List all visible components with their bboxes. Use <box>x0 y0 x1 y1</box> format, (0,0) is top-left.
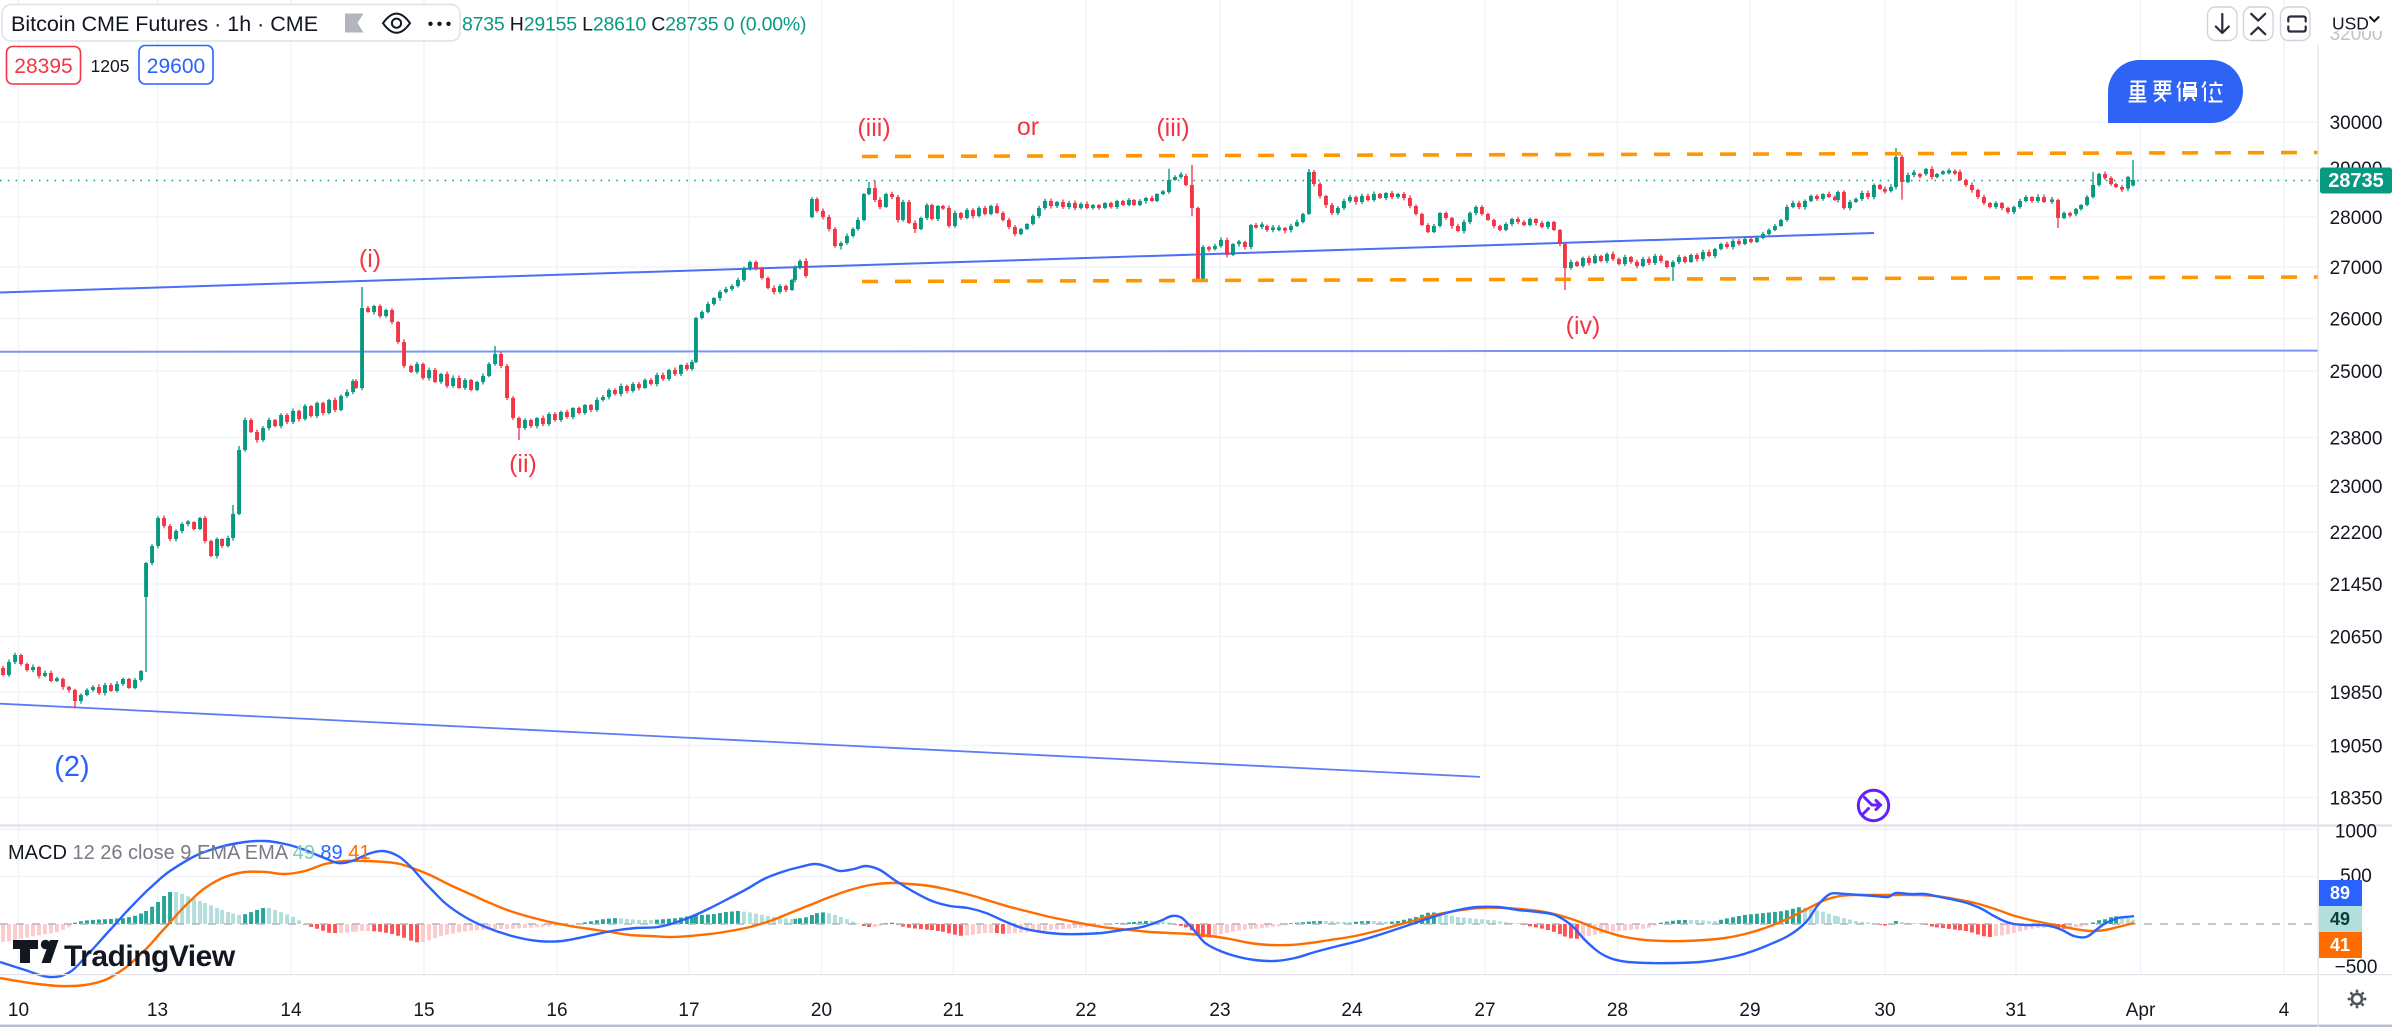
svg-text:or: or <box>1017 113 1039 141</box>
svg-text:MACD 12 26 close 9 EMA EMA 49: MACD 12 26 close 9 EMA EMA 49 89 41 <box>8 842 370 864</box>
svg-text:(ii): (ii) <box>509 450 537 478</box>
svg-text:Bitcoin CME Futures · 1h · CME: Bitcoin CME Futures · 1h · CME <box>11 12 318 36</box>
svg-text:27000: 27000 <box>2330 258 2383 279</box>
svg-text:21450: 21450 <box>2330 575 2383 596</box>
svg-text:USD: USD <box>2332 14 2369 34</box>
svg-text:(iii): (iii) <box>1156 114 1189 142</box>
svg-text:20650: 20650 <box>2330 628 2383 649</box>
svg-text:10: 10 <box>8 1000 29 1021</box>
svg-text:23800: 23800 <box>2330 429 2383 450</box>
svg-text:(iii): (iii) <box>857 114 890 142</box>
svg-text:19850: 19850 <box>2330 683 2383 704</box>
svg-text:26000: 26000 <box>2330 310 2383 331</box>
svg-text:4: 4 <box>2279 1000 2290 1021</box>
svg-text:27: 27 <box>1474 1000 1495 1021</box>
svg-text:30000: 30000 <box>2330 113 2383 134</box>
svg-text:23: 23 <box>1209 1000 1230 1021</box>
svg-text:22: 22 <box>1075 1000 1096 1021</box>
svg-text:30: 30 <box>1874 1000 1895 1021</box>
svg-text:13: 13 <box>147 1000 168 1021</box>
svg-text:28000: 28000 <box>2330 208 2383 229</box>
svg-text:29: 29 <box>1739 1000 1760 1021</box>
svg-text:22200: 22200 <box>2330 523 2383 544</box>
svg-text:49: 49 <box>2330 909 2350 929</box>
svg-text:14: 14 <box>280 1000 302 1021</box>
svg-text:28395: 28395 <box>14 55 72 78</box>
svg-text:(2): (2) <box>54 751 89 783</box>
svg-text:29600: 29600 <box>147 55 205 78</box>
svg-text:25000: 25000 <box>2330 362 2383 383</box>
svg-text:28: 28 <box>1607 1000 1628 1021</box>
svg-text:24: 24 <box>1341 1000 1363 1021</box>
svg-text:(i): (i) <box>359 245 381 273</box>
svg-text:28735: 28735 <box>2328 170 2384 192</box>
svg-text:1000: 1000 <box>2335 822 2377 843</box>
svg-text:20: 20 <box>811 1000 832 1021</box>
svg-text:31: 31 <box>2005 1000 2026 1021</box>
svg-text:17: 17 <box>678 1000 699 1021</box>
svg-text:1205: 1205 <box>91 56 130 76</box>
svg-text:23000: 23000 <box>2330 477 2383 498</box>
svg-text:Apr: Apr <box>2126 1000 2156 1021</box>
svg-text:−500: −500 <box>2335 957 2378 978</box>
svg-text:16: 16 <box>546 1000 567 1021</box>
svg-text:18350: 18350 <box>2330 789 2383 810</box>
svg-text:19050: 19050 <box>2330 737 2383 758</box>
svg-text:8735 H29155 L28610 C28735 0 (0: 8735 H29155 L28610 C28735 0 (0.00%) <box>462 14 806 36</box>
svg-text:89: 89 <box>2330 883 2350 903</box>
svg-text:TradingView: TradingView <box>64 940 236 973</box>
svg-text:21: 21 <box>943 1000 964 1021</box>
svg-text:41: 41 <box>2330 935 2350 955</box>
svg-text:(iv): (iv) <box>1566 312 1601 340</box>
svg-text:15: 15 <box>413 1000 434 1021</box>
